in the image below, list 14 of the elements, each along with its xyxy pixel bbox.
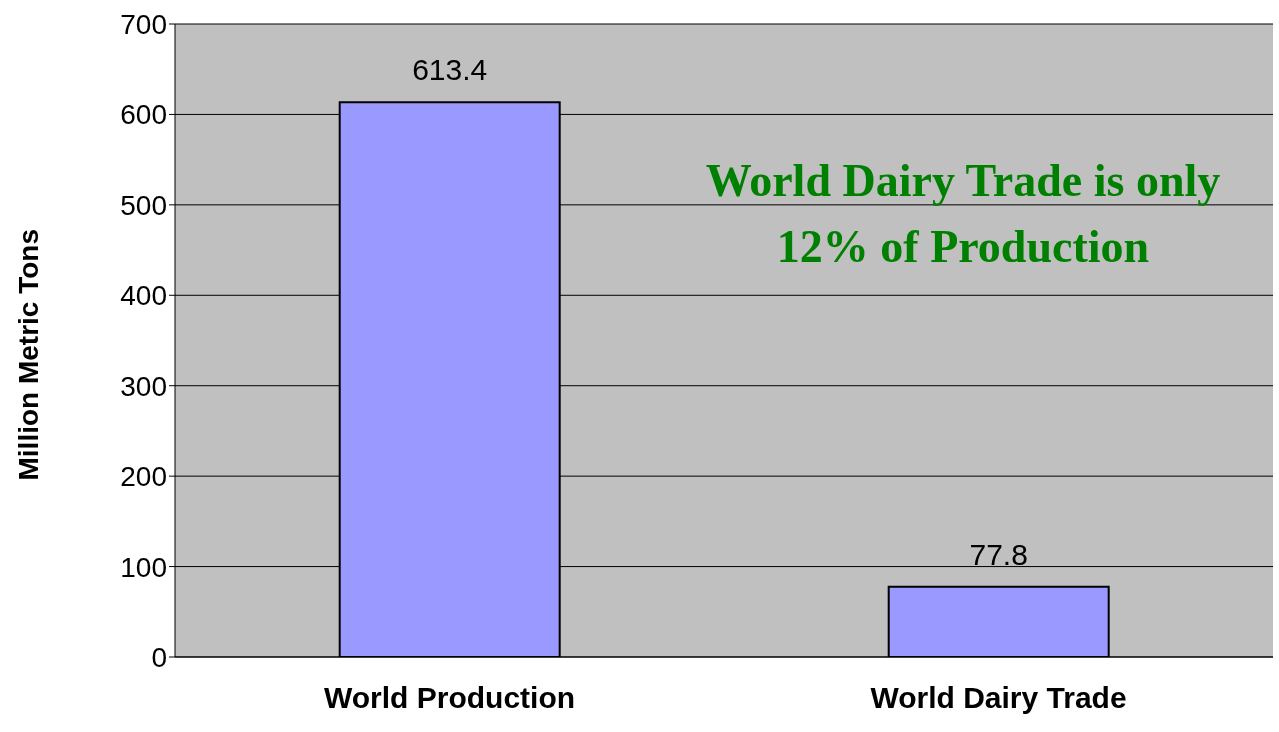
data-label: 613.4 xyxy=(412,53,488,87)
y-tick-label: 500 xyxy=(120,189,167,221)
y-tick-label: 300 xyxy=(120,370,167,402)
y-tick-label: 0 xyxy=(151,641,167,673)
y-tick-label: 600 xyxy=(120,99,167,131)
data-label: 77.8 xyxy=(969,537,1028,571)
x-tick-label: World Production xyxy=(323,681,576,715)
y-tick-label: 700 xyxy=(120,8,167,40)
x-tick-label: World Dairy Trade xyxy=(870,681,1127,715)
annotation: World Dairy Trade is only 12% of Production xyxy=(704,154,1222,274)
y-tick-label: 200 xyxy=(120,461,167,493)
y-axis-title: Million Metric Tons xyxy=(12,229,44,481)
y-tick-label: 100 xyxy=(120,551,167,583)
y-tick-label: 400 xyxy=(120,280,167,312)
